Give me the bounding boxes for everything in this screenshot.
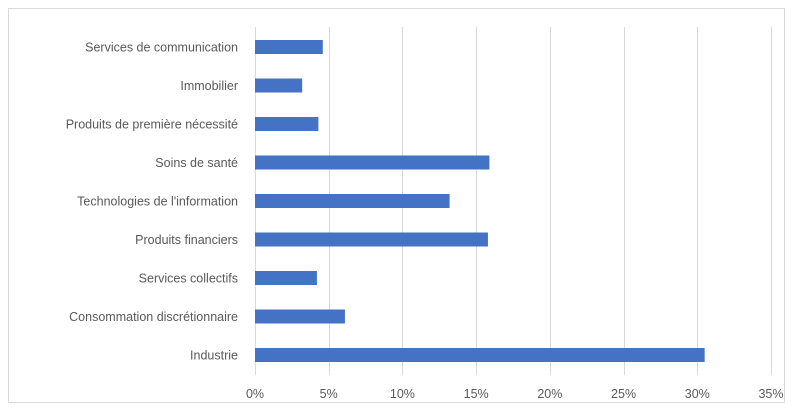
- bar: [255, 309, 345, 324]
- x-tick-label: 35%: [758, 387, 783, 401]
- bar: [255, 117, 319, 131]
- category-label: Services collectifs: [139, 272, 238, 286]
- category-labels: Services de communication Immobilier Produ…: [66, 41, 238, 363]
- bar: [255, 348, 705, 362]
- x-tick-label: 20%: [537, 387, 562, 401]
- bar: [255, 271, 317, 285]
- category-label: Services de communication: [85, 41, 238, 55]
- category-label: Produits financiers: [135, 233, 238, 247]
- bar: [255, 194, 450, 208]
- x-tick-label: 15%: [464, 387, 489, 401]
- x-tick-label: 25%: [611, 387, 636, 401]
- category-label: Technologies de l'information: [77, 195, 238, 209]
- category-label: Produits de première nécessité: [66, 118, 238, 132]
- category-label: Soins de santé: [155, 156, 238, 170]
- x-tick-label: 5%: [320, 387, 338, 401]
- category-label: Consommation discrétionnaire: [69, 310, 238, 324]
- bar: [255, 78, 303, 93]
- bar: [255, 155, 490, 170]
- bar: [255, 40, 323, 54]
- bar: [255, 232, 488, 247]
- category-label: Industrie: [190, 349, 238, 363]
- category-label: Immobilier: [180, 79, 238, 93]
- bars: [255, 40, 705, 362]
- x-tick-label: 30%: [685, 387, 710, 401]
- x-tick-label: 0%: [246, 387, 264, 401]
- tick-labels: 0% 5% 10% 15% 20% 25% 30% 35%: [246, 387, 784, 401]
- x-tick-label: 10%: [390, 387, 415, 401]
